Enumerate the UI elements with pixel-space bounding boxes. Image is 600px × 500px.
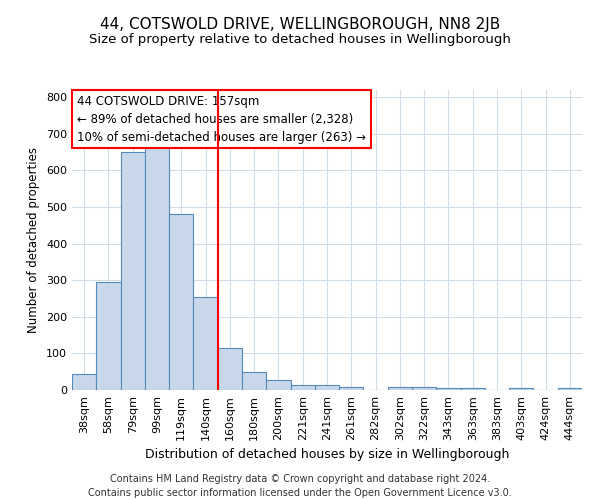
Bar: [121, 152, 145, 390]
Bar: [436, 388, 461, 390]
Bar: [290, 384, 315, 390]
Bar: [193, 296, 218, 390]
Bar: [218, 348, 242, 390]
Bar: [412, 388, 436, 390]
Text: 44 COTSWOLD DRIVE: 157sqm
← 89% of detached houses are smaller (2,328)
10% of se: 44 COTSWOLD DRIVE: 157sqm ← 89% of detac…: [77, 94, 366, 144]
Bar: [169, 214, 193, 390]
Text: 44, COTSWOLD DRIVE, WELLINGBOROUGH, NN8 2JB: 44, COTSWOLD DRIVE, WELLINGBOROUGH, NN8 …: [100, 18, 500, 32]
Bar: [509, 388, 533, 390]
Bar: [96, 282, 121, 390]
Bar: [242, 372, 266, 390]
Text: Size of property relative to detached houses in Wellingborough: Size of property relative to detached ho…: [89, 32, 511, 46]
Y-axis label: Number of detached properties: Number of detached properties: [28, 147, 40, 333]
X-axis label: Distribution of detached houses by size in Wellingborough: Distribution of detached houses by size …: [145, 448, 509, 462]
Bar: [145, 146, 169, 390]
Bar: [461, 388, 485, 390]
Bar: [558, 388, 582, 390]
Bar: [388, 388, 412, 390]
Bar: [315, 384, 339, 390]
Text: Contains HM Land Registry data © Crown copyright and database right 2024.
Contai: Contains HM Land Registry data © Crown c…: [88, 474, 512, 498]
Bar: [266, 380, 290, 390]
Bar: [339, 387, 364, 390]
Bar: [72, 374, 96, 390]
